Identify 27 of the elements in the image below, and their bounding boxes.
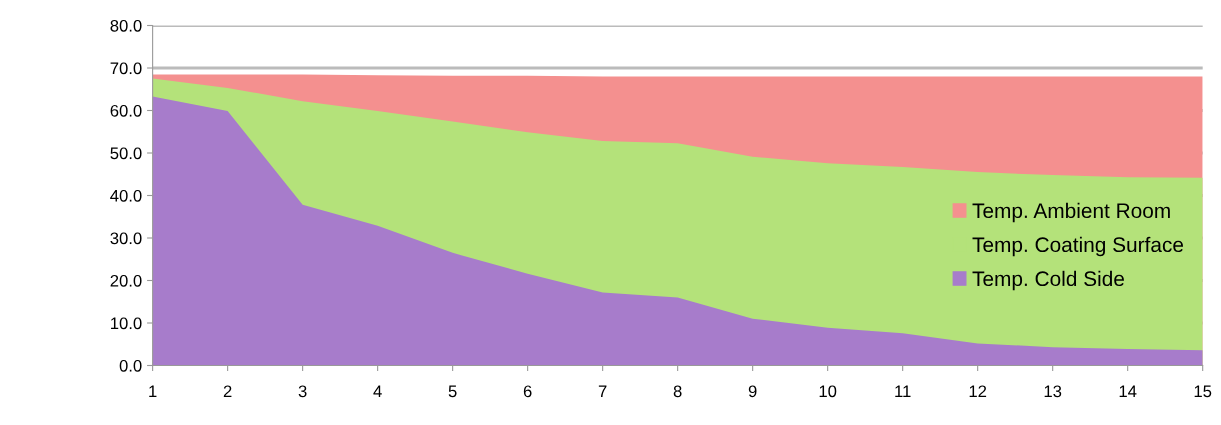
x-tick-label: 15: [1194, 385, 1212, 398]
y-tick-label: 40.0: [110, 189, 142, 202]
y-tick-label: 20.0: [110, 274, 142, 287]
x-tick-label: 5: [448, 385, 457, 398]
x-tick-label: 13: [1044, 385, 1062, 398]
x-tick-label: 3: [298, 385, 307, 398]
x-tick-label: 1: [149, 385, 157, 398]
x-tick-label: 7: [598, 385, 607, 398]
x-tick-label: 8: [673, 385, 682, 398]
x-tick-label: 12: [969, 385, 987, 398]
y-tick-label: 10.0: [111, 317, 142, 330]
y-tick-label: 0.0: [119, 359, 142, 372]
x-tick-label: 11: [895, 385, 911, 398]
y-tick-label: 80.0: [110, 19, 142, 32]
y-tick-label: 70.0: [110, 62, 142, 75]
series-label: Temp. Coating Surface: [972, 236, 1184, 257]
x-tick-label: 14: [1119, 385, 1137, 398]
x-tick-label: 9: [748, 385, 757, 398]
x-tick-label: 10: [819, 385, 837, 398]
x-tick-label: 4: [373, 385, 382, 398]
y-tick-label: 60.0: [110, 104, 142, 117]
y-tick-label: 50.0: [110, 147, 142, 160]
x-tick-label: 2: [223, 385, 232, 398]
legend-label: Temp. Ambient Room: [972, 202, 1170, 223]
y-tick-label: 30.0: [110, 232, 142, 245]
x-tick-label: 6: [523, 385, 532, 398]
legend-label: Temp. Cold Side: [972, 270, 1124, 291]
